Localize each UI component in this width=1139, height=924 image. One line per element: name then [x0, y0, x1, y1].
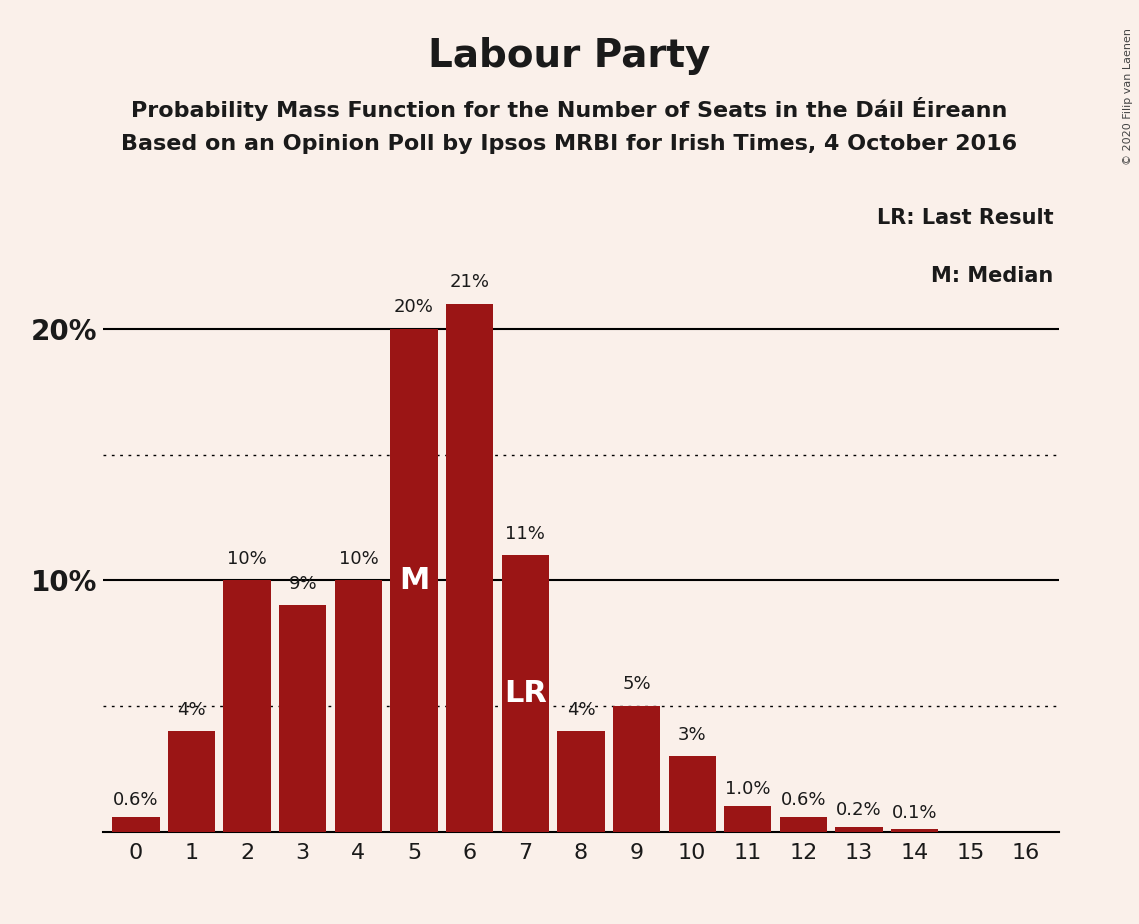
- Text: M: Median: M: Median: [932, 266, 1054, 286]
- Bar: [669, 756, 715, 832]
- Bar: [835, 827, 883, 832]
- Bar: [335, 580, 382, 832]
- Text: 11%: 11%: [506, 525, 546, 542]
- Text: 0.6%: 0.6%: [113, 791, 158, 809]
- Text: 20%: 20%: [394, 298, 434, 316]
- Text: 5%: 5%: [622, 675, 650, 693]
- Text: 4%: 4%: [178, 700, 206, 719]
- Text: © 2020 Filip van Laenen: © 2020 Filip van Laenen: [1123, 28, 1133, 164]
- Text: Labour Party: Labour Party: [428, 37, 711, 75]
- Bar: [391, 329, 437, 832]
- Text: 0.6%: 0.6%: [780, 791, 826, 809]
- Text: 4%: 4%: [566, 700, 596, 719]
- Bar: [223, 580, 271, 832]
- Text: 0.1%: 0.1%: [892, 804, 937, 821]
- Bar: [724, 807, 771, 832]
- Bar: [167, 731, 215, 832]
- Text: LR: LR: [503, 679, 547, 708]
- Text: 10%: 10%: [338, 550, 378, 567]
- Bar: [780, 817, 827, 832]
- Text: LR: Last Result: LR: Last Result: [877, 208, 1054, 228]
- Bar: [279, 605, 327, 832]
- Text: 9%: 9%: [288, 575, 317, 593]
- Text: 3%: 3%: [678, 725, 706, 744]
- Text: 0.2%: 0.2%: [836, 801, 882, 819]
- Text: 21%: 21%: [450, 274, 490, 291]
- Bar: [113, 817, 159, 832]
- Bar: [557, 731, 605, 832]
- Bar: [446, 304, 493, 832]
- Text: 1.0%: 1.0%: [726, 780, 770, 797]
- Text: M: M: [399, 565, 429, 595]
- Text: 10%: 10%: [228, 550, 267, 567]
- Text: Probability Mass Function for the Number of Seats in the Dáil Éireann: Probability Mass Function for the Number…: [131, 97, 1008, 121]
- Bar: [891, 829, 939, 832]
- Text: Based on an Opinion Poll by Ipsos MRBI for Irish Times, 4 October 2016: Based on an Opinion Poll by Ipsos MRBI f…: [122, 134, 1017, 154]
- Bar: [501, 555, 549, 832]
- Bar: [613, 706, 661, 832]
